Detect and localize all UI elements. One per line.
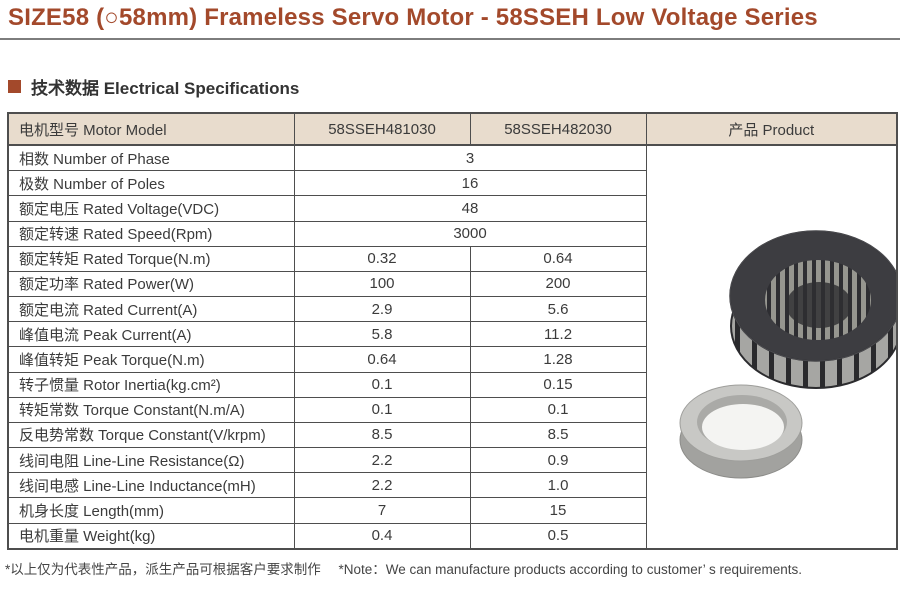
spec-value-cell: 0.1 <box>469 396 647 423</box>
electrical-spec-table: 电机型号 Motor Model 58SSEH481030 58SSEH4820… <box>7 112 898 550</box>
spec-value-cell: 100 <box>293 270 471 298</box>
section-bullet-icon <box>8 79 21 93</box>
table-row: 反电势常数 Torque Constant(V/krpm) 8.5 8.5 <box>7 421 897 449</box>
spec-label-cell: 极数 Number of Poles <box>7 170 295 197</box>
spec-label-cell: 峰值电流 Peak Current(A) <box>7 321 295 348</box>
footnote-en: *Note：We can manufacture products accord… <box>338 562 802 577</box>
table-row: 额定转速 Rated Speed(Rpm) 3000 <box>7 220 897 247</box>
footnote-cn: *以上仅为代表性产品，派生产品可根据客户要求制作 <box>5 562 321 577</box>
section-heading: 技术数据 Electrical Specifications <box>31 78 300 98</box>
product-photo <box>679 230 896 479</box>
table-row: 额定电流 Rated Current(A) 2.9 5.6 <box>7 296 897 323</box>
section-header: 技术数据 Electrical Specifications <box>8 76 300 98</box>
spec-value-cell: 3 <box>293 144 647 172</box>
spec-label-cell: 峰值转矩 Peak Torque(N.m) <box>7 346 295 373</box>
spec-value-cell: 0.64 <box>469 245 647 272</box>
table-row: 转子惯量 Rotor Inertia(kg.cm²) 0.1 0.15 <box>7 371 897 398</box>
spec-label-cell: 电机重量 Weight(kg) <box>7 522 295 550</box>
stator-ring-image <box>728 230 896 389</box>
spec-label-cell: 额定电流 Rated Current(A) <box>7 296 295 323</box>
spec-label-cell: 额定转矩 Rated Torque(N.m) <box>7 245 295 272</box>
spec-value-cell: 8.5 <box>469 421 647 449</box>
table-row: 机身长度 Length(mm) 7 15 <box>7 497 897 524</box>
spec-label-cell: 额定电压 Rated Voltage(VDC) <box>7 195 295 222</box>
spec-value-cell: 0.15 <box>469 371 647 398</box>
col-header-model-482030: 58SSEH482030 <box>469 112 647 146</box>
table-row: 相数 Number of Phase 3 <box>7 144 898 550</box>
spec-value-cell: 0.64 <box>293 346 471 373</box>
table-header-row: 电机型号 Motor Model 58SSEH481030 58SSEH4820… <box>7 112 898 146</box>
spec-label-cell: 线间电感 Line-Line Inductance(mH) <box>7 472 295 499</box>
page-title: SIZE58 (○58mm) Frameless Servo Motor - 5… <box>8 4 818 31</box>
spec-value-cell: 11.2 <box>469 321 647 348</box>
table-row: 额定电压 Rated Voltage(VDC) 48 <box>7 195 897 222</box>
spec-label-cell: 相数 Number of Phase <box>7 144 295 172</box>
col-header-product: 产品 Product <box>645 112 898 146</box>
spec-value-cell: 2.9 <box>293 296 471 323</box>
spec-value-cell: 0.4 <box>293 522 471 550</box>
spec-value-cell: 200 <box>469 270 647 298</box>
spec-value-cell: 0.32 <box>293 245 471 272</box>
spec-value-cell: 8.5 <box>293 421 471 449</box>
spec-label-cell: 转矩常数 Torque Constant(N.m/A) <box>7 396 295 423</box>
spec-value-cell: 3000 <box>293 220 647 247</box>
spec-value-cell: 15 <box>469 497 647 524</box>
spec-value-cell: 1.28 <box>469 346 647 373</box>
spec-value-cell: 0.1 <box>293 371 471 398</box>
col-header-model-481030: 58SSEH481030 <box>293 112 471 146</box>
table-row: 线间电阻 Line-Line Resistance(Ω) 2.2 0.9 <box>7 447 897 474</box>
spec-value-cell: 5.6 <box>469 296 647 323</box>
table-row: 电机重量 Weight(kg) 0.4 0.5 <box>7 522 897 550</box>
spec-label-cell: 反电势常数 Torque Constant(V/krpm) <box>7 421 295 449</box>
spec-label-cell: 机身长度 Length(mm) <box>7 497 295 524</box>
spec-label-cell: 线间电阻 Line-Line Resistance(Ω) <box>7 447 295 474</box>
spec-value-cell: 48 <box>293 195 647 222</box>
table-row: 额定转矩 Rated Torque(N.m) 0.32 0.64 <box>7 245 897 272</box>
spec-value-cell: 0.9 <box>469 447 647 474</box>
table-row: 极数 Number of Poles 16 <box>7 170 897 197</box>
spec-value-cell: 16 <box>293 170 647 197</box>
spec-label-cell: 转子惯量 Rotor Inertia(kg.cm²) <box>7 371 295 398</box>
spec-label-cell: 额定功率 Rated Power(W) <box>7 270 295 298</box>
col-header-motor-model: 电机型号 Motor Model <box>7 112 295 146</box>
spec-value-cell: 2.2 <box>293 447 471 474</box>
spec-value-cell: 0.1 <box>293 396 471 423</box>
spec-value-cell: 2.2 <box>293 472 471 499</box>
footnote: *以上仅为代表性产品，派生产品可根据客户要求制作 *Note：We can ma… <box>5 558 802 578</box>
rotor-ring-image <box>679 384 802 479</box>
spec-label-cell: 额定转速 Rated Speed(Rpm) <box>7 220 295 247</box>
title-divider <box>0 38 900 40</box>
spec-value-cell: 7 <box>293 497 471 524</box>
spec-value-cell: 0.5 <box>469 522 647 550</box>
spec-value-cell: 1.0 <box>469 472 647 499</box>
product-cell <box>645 144 898 550</box>
spec-value-cell: 5.8 <box>293 321 471 348</box>
